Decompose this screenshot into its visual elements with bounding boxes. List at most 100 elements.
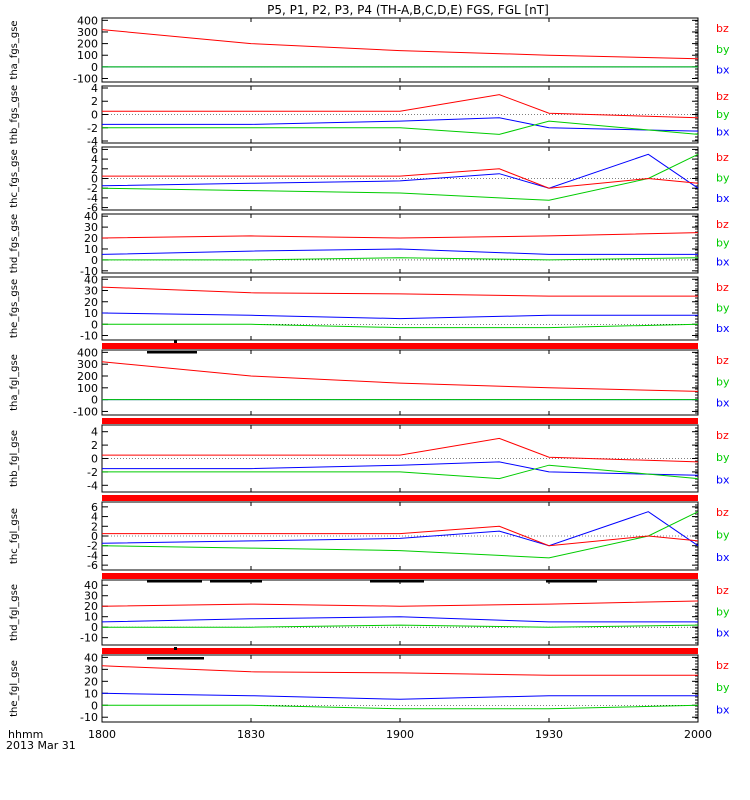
- y-tick-label: 20: [84, 675, 98, 688]
- y-tick-label: 10: [84, 243, 98, 256]
- y-tick-label: -10: [80, 711, 98, 724]
- y-tick-label: 0: [91, 453, 98, 466]
- series-line-by: [102, 704, 699, 710]
- y-tick-label: 40: [84, 273, 98, 286]
- series-line-bx: [101, 248, 698, 255]
- status-bar: [546, 580, 597, 583]
- legend-by: by: [716, 237, 730, 250]
- y-tick-label: 0: [91, 699, 98, 712]
- series-line-bz: [102, 525, 699, 547]
- legend-by: by: [716, 605, 730, 618]
- separator-stripe: [102, 418, 698, 424]
- y-tick-label: 10: [84, 307, 98, 320]
- x-label-hhmm: hhmm: [8, 728, 43, 741]
- y-tick-label: 200: [77, 370, 98, 383]
- series-line-bx: [101, 312, 698, 320]
- panel-1: 420-2-4 thb_fgs_gse bz by bx: [9, 82, 730, 148]
- series-line-by: [102, 624, 699, 628]
- y-tick-label: -2: [87, 122, 98, 135]
- status-stub: [174, 340, 177, 343]
- legend-by: by: [716, 375, 730, 388]
- y-tick-label: 4: [91, 426, 98, 439]
- x-label-date: 2013 Mar 31: [6, 739, 76, 752]
- y-tick-label: -2: [87, 466, 98, 479]
- y-tick-label: -4: [87, 192, 98, 205]
- separator-stripe: [102, 343, 698, 349]
- y-axis-label: the_fgl_gse: [9, 660, 20, 717]
- y-axis-label: the_fgs_gse: [9, 279, 20, 338]
- series-line-by: [102, 120, 699, 135]
- legend-by: by: [716, 108, 730, 121]
- status-bar: [147, 580, 202, 583]
- y-tick-label: -10: [80, 330, 98, 343]
- legend-bz: bz: [716, 90, 729, 103]
- y-tick-label: 20: [84, 296, 98, 309]
- y-tick-label: -2: [87, 182, 98, 195]
- legend-bx: bx: [716, 703, 730, 716]
- y-tick-label: 30: [84, 285, 98, 298]
- y-tick-label: -10: [80, 265, 98, 278]
- y-tick-label: 2: [91, 439, 98, 452]
- y-tick-label: -6: [87, 559, 98, 572]
- legend-bz: bz: [716, 151, 729, 164]
- y-tick-label: 4: [91, 82, 98, 95]
- legend-bx: bx: [716, 551, 730, 564]
- x-tick-label: 1900: [386, 728, 414, 741]
- y-tick-label: 0: [91, 394, 98, 407]
- y-tick-label: 20: [84, 232, 98, 245]
- series-line-by: [101, 511, 699, 559]
- y-tick-label: 6: [91, 143, 98, 156]
- legend-bx: bx: [716, 126, 730, 139]
- legend-by: by: [716, 529, 730, 542]
- legend-bz: bz: [716, 281, 729, 294]
- panel-frame: [101, 17, 699, 83]
- y-tick-label: -6: [87, 202, 98, 215]
- y-tick-label: 0: [91, 318, 98, 331]
- y-tick-label: 0: [91, 530, 98, 543]
- legend-bx: bx: [716, 255, 730, 268]
- separator-stripe: [102, 495, 698, 501]
- y-tick-label: -100: [73, 405, 98, 418]
- legend-by: by: [716, 301, 730, 314]
- y-tick-label: -4: [87, 135, 98, 148]
- y-tick-label: 0: [91, 254, 98, 267]
- y-tick-label: 0: [91, 173, 98, 186]
- series-line-bx: [102, 461, 699, 476]
- y-tick-label: 40: [84, 651, 98, 664]
- y-tick-label: 100: [77, 382, 98, 395]
- y-axis-label: thd_fgl_gse: [9, 584, 20, 641]
- series-line-bz: [101, 665, 698, 676]
- y-tick-label: -10: [80, 632, 98, 645]
- y-tick-label: 30: [84, 663, 98, 676]
- y-axis-label: tha_fgs_gse: [9, 20, 20, 79]
- y-tick-label: 10: [84, 611, 98, 624]
- legend-bz: bz: [716, 22, 729, 35]
- y-tick-label: -2: [87, 540, 98, 553]
- series-line-bz: [101, 361, 699, 392]
- y-axis-label: thd_fgs_gse: [9, 214, 20, 273]
- y-tick-label: 2: [91, 163, 98, 176]
- legend-by: by: [716, 43, 730, 56]
- y-tick-label: 2: [91, 520, 98, 533]
- legend-bx: bx: [716, 192, 730, 205]
- series-line-by: [102, 323, 699, 329]
- series-line-by: [102, 464, 699, 480]
- series-line-bz: [101, 286, 698, 297]
- chart-title: P5, P1, P2, P3, P4 (TH-A,B,C,D,E) FGS, F…: [267, 3, 549, 17]
- legend-bx: bx: [716, 322, 730, 335]
- y-tick-label: 10: [84, 687, 98, 700]
- separator-stripe: [102, 573, 698, 579]
- legend-bz: bz: [716, 429, 729, 442]
- series-line-bz: [102, 168, 699, 189]
- legend-bx: bx: [716, 64, 730, 77]
- y-tick-label: 0: [91, 109, 98, 122]
- series-line-bz: [101, 232, 699, 239]
- series-line-bx: [101, 153, 699, 189]
